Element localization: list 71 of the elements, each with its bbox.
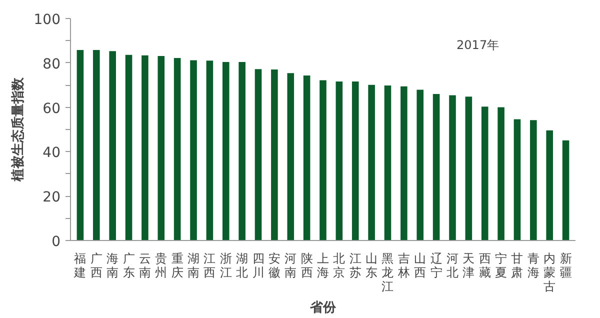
x-tick-label: 陕西: [300, 252, 313, 280]
bar: [222, 62, 230, 240]
x-tick-label: 湖南: [188, 252, 200, 280]
bar: [465, 96, 472, 240]
y-tick-label: 60: [42, 100, 61, 117]
x-tick-label: 北京: [333, 252, 346, 280]
x-tick-label: 青海: [527, 252, 540, 280]
bar: [174, 58, 181, 240]
x-tick-label: 江西: [204, 252, 216, 280]
x-tick-label: 山西: [414, 252, 426, 280]
y-tick-label: 80: [42, 56, 61, 72]
x-tick-label: 黑龙江: [382, 252, 394, 294]
x-tick-label: 吉林: [396, 252, 410, 280]
x-tick-label: 浙江: [220, 252, 232, 280]
y-tick-label: 0: [52, 234, 61, 250]
bar: [498, 107, 504, 240]
bar: [125, 54, 132, 240]
x-tick-label: 内蒙古: [544, 252, 556, 294]
x-tick-label: 辽宁: [430, 252, 442, 280]
bar: [514, 119, 521, 240]
x-tick-label: 四川: [252, 252, 264, 280]
y-tick-label: 40: [42, 145, 61, 162]
x-tick-label: 宁夏: [495, 252, 508, 280]
bar: [384, 86, 392, 240]
annotation: 2017年: [456, 38, 500, 52]
x-tick-label: 新疆: [560, 252, 572, 280]
bar: [368, 84, 375, 240]
y-tick-label: 20: [42, 190, 61, 206]
x-tick-label: 上海: [317, 252, 329, 280]
x-tick-label: 云南: [138, 252, 151, 280]
bar: [481, 106, 488, 240]
x-tick-label: 河北: [446, 252, 458, 280]
bar: [400, 86, 408, 240]
x-tick-label: 福建: [73, 252, 86, 280]
bar: [238, 62, 246, 240]
bar: [158, 56, 165, 240]
x-tick-label: 湖北: [236, 252, 248, 280]
bar: [206, 60, 214, 240]
x-tick-label: 甘肃: [511, 252, 524, 280]
bar: [76, 50, 84, 240]
x-tick-label: 河南: [284, 252, 297, 280]
x-tick-label: 山东: [366, 252, 378, 280]
bar: [303, 76, 310, 240]
bar: [320, 80, 326, 240]
x-tick-label: 安徽: [268, 252, 280, 280]
x-tick-label: 广东: [122, 252, 135, 280]
bar: [109, 51, 116, 240]
x-tick-label: 重庆: [171, 252, 184, 280]
x-tick-label: 海南: [106, 252, 119, 280]
x-axis-title: 省份: [309, 300, 337, 316]
bar: [530, 120, 537, 240]
bar: [287, 73, 294, 240]
bar: [142, 55, 148, 240]
bar: [352, 82, 359, 240]
bar: [93, 50, 100, 240]
x-tick-label: 西藏: [478, 252, 491, 280]
bar: [562, 140, 570, 240]
bar: [271, 70, 278, 240]
bar: [416, 90, 424, 240]
bar: [190, 60, 197, 240]
x-tick-label: 天津: [462, 252, 475, 280]
x-tick-label: 贵州: [155, 252, 168, 280]
bar: [336, 82, 343, 240]
bar: [449, 95, 456, 240]
x-tick-label: 广西: [90, 252, 102, 280]
y-axis-title: 植被生态质量指数: [10, 76, 26, 182]
bar: [546, 130, 553, 240]
bar: [432, 94, 440, 240]
y-tick-label: 100: [34, 12, 61, 28]
x-tick-label: 江苏: [349, 252, 362, 280]
bar: [254, 69, 262, 240]
